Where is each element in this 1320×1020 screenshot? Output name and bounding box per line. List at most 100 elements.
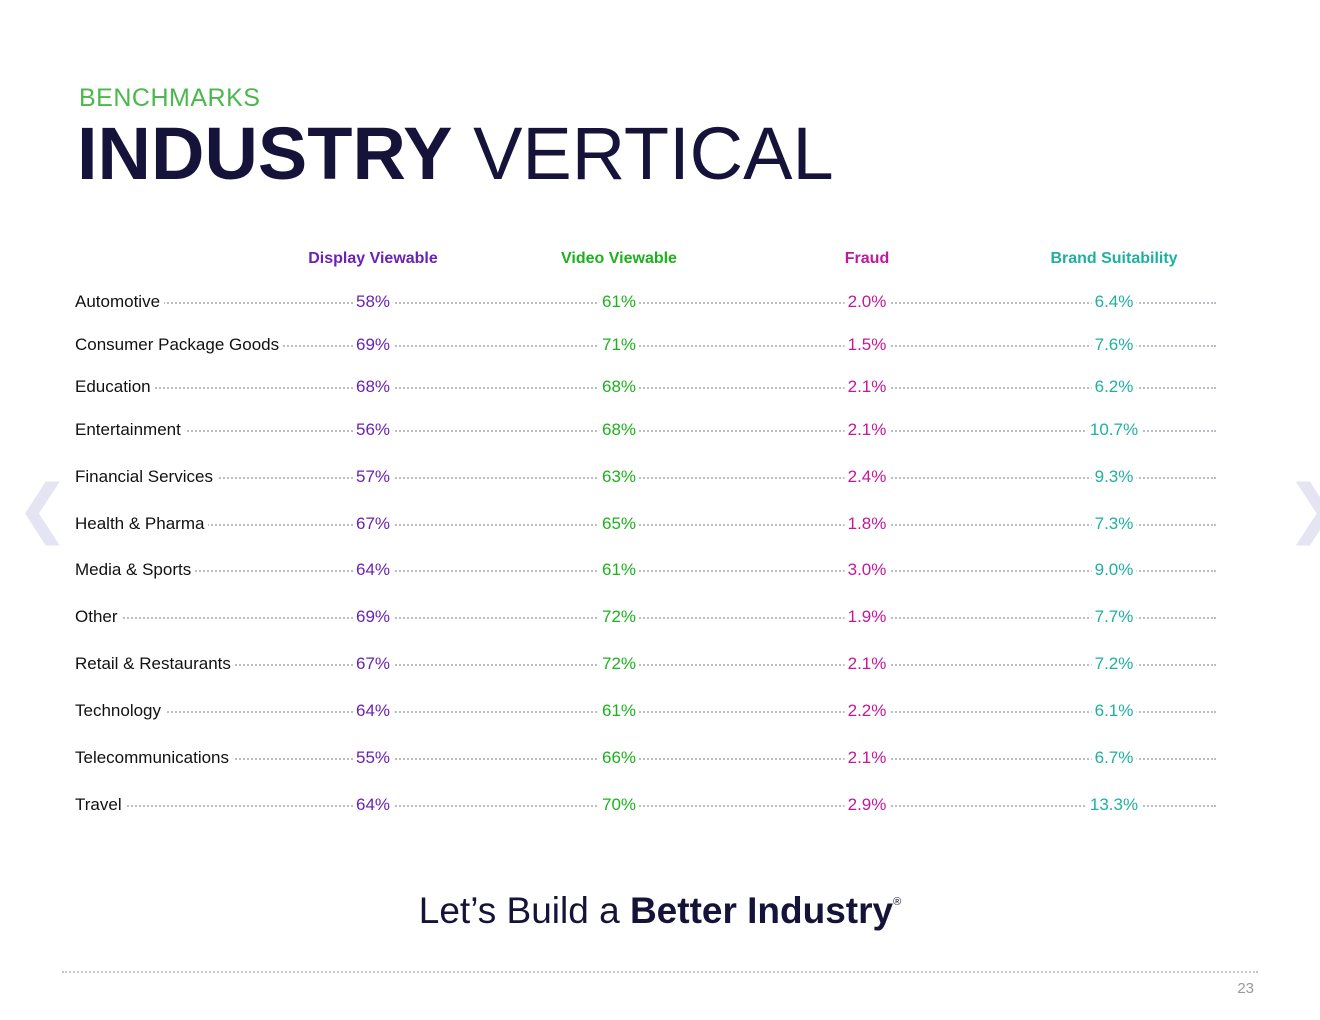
cell-value: 7.2% xyxy=(1091,652,1137,676)
row-label: Other xyxy=(75,605,122,629)
footer-divider xyxy=(62,971,1258,973)
page-number: 23 xyxy=(1237,980,1254,997)
row-label: Entertainment xyxy=(75,418,185,442)
cell-value: 9.0% xyxy=(1091,558,1137,582)
cell-value: 6.4% xyxy=(1091,290,1137,314)
cell-value: 63% xyxy=(598,465,640,489)
table-row: Financial Services 57% 63% 2.4% 9.3% xyxy=(0,465,1320,489)
cell-value: 55% xyxy=(352,746,394,770)
cell-value: 1.5% xyxy=(844,333,890,357)
next-page-icon[interactable]: ❯ xyxy=(1286,476,1320,540)
row-label: Financial Services xyxy=(75,465,217,489)
title-light: VERTICAL xyxy=(473,112,834,195)
cell-value: 2.1% xyxy=(844,375,890,399)
row-leader-dots xyxy=(120,302,1216,304)
page-title: INDUSTRY VERTICAL xyxy=(77,112,834,196)
cell-value: 68% xyxy=(598,375,640,399)
table-row: Media & Sports 64% 61% 3.0% 9.0% xyxy=(0,558,1320,582)
cell-value: 72% xyxy=(598,652,640,676)
row-leader-dots xyxy=(120,570,1216,572)
cell-value: 65% xyxy=(598,512,640,536)
cell-value: 68% xyxy=(352,375,394,399)
cell-value: 71% xyxy=(598,333,640,357)
table-row: Telecommunications 55% 66% 2.1% 6.7% xyxy=(0,746,1320,770)
table-row: Retail & Restaurants 67% 72% 2.1% 7.2% xyxy=(0,652,1320,676)
cell-value: 64% xyxy=(352,699,394,723)
registered-mark: ® xyxy=(893,896,902,908)
row-label: Travel xyxy=(75,793,126,817)
cell-value: 72% xyxy=(598,605,640,629)
row-label: Telecommunications xyxy=(75,746,234,770)
row-leader-dots xyxy=(120,711,1216,713)
row-label: Technology xyxy=(75,699,166,723)
cell-value: 9.3% xyxy=(1091,465,1137,489)
table-row: Technology 64% 61% 2.2% 6.1% xyxy=(0,699,1320,723)
tagline-lead: Let’s Build a xyxy=(418,890,630,931)
table-row: Other 69% 72% 1.9% 7.7% xyxy=(0,605,1320,629)
table-row: Entertainment 56% 68% 2.1% 10.7% xyxy=(0,418,1320,442)
cell-value: 2.4% xyxy=(844,465,890,489)
cell-value: 61% xyxy=(598,558,640,582)
title-bold: INDUSTRY xyxy=(77,112,453,195)
row-label: Automotive xyxy=(75,290,165,314)
cell-value: 68% xyxy=(598,418,640,442)
cell-value: 6.2% xyxy=(1091,375,1137,399)
column-header: Fraud xyxy=(844,250,890,267)
cell-value: 69% xyxy=(352,605,394,629)
cell-value: 69% xyxy=(352,333,394,357)
column-header: Brand Suitability xyxy=(1050,250,1178,267)
table-row: Consumer Package Goods 69% 71% 1.5% 7.6% xyxy=(0,333,1320,357)
cell-value: 64% xyxy=(352,793,394,817)
cell-value: 2.0% xyxy=(844,290,890,314)
column-header: Display Viewable xyxy=(308,250,438,267)
row-leader-dots xyxy=(120,345,1216,347)
cell-value: 57% xyxy=(352,465,394,489)
cell-value: 58% xyxy=(352,290,394,314)
table-row: Health & Pharma 67% 65% 1.8% 7.3% xyxy=(0,512,1320,536)
cell-value: 13.3% xyxy=(1086,793,1142,817)
cell-value: 6.1% xyxy=(1091,699,1137,723)
cell-value: 6.7% xyxy=(1091,746,1137,770)
cell-value: 66% xyxy=(598,746,640,770)
row-leader-dots xyxy=(120,524,1216,526)
row-label: Retail & Restaurants xyxy=(75,652,235,676)
cell-value: 2.1% xyxy=(844,746,890,770)
cell-value: 61% xyxy=(598,290,640,314)
tagline: Let’s Build a Better Industry® xyxy=(0,890,1320,932)
cell-value: 2.1% xyxy=(844,652,890,676)
row-leader-dots xyxy=(120,477,1216,479)
cell-value: 56% xyxy=(352,418,394,442)
cell-value: 2.9% xyxy=(844,793,890,817)
row-leader-dots xyxy=(120,387,1216,389)
cell-value: 1.9% xyxy=(844,605,890,629)
cell-value: 7.3% xyxy=(1091,512,1137,536)
cell-value: 1.8% xyxy=(844,512,890,536)
cell-value: 64% xyxy=(352,558,394,582)
row-label: Consumer Package Goods xyxy=(75,333,284,357)
row-leader-dots xyxy=(120,805,1216,807)
row-leader-dots xyxy=(120,617,1216,619)
cell-value: 67% xyxy=(352,512,394,536)
row-label: Health & Pharma xyxy=(75,512,209,536)
table-row: Travel 64% 70% 2.9% 13.3% xyxy=(0,793,1320,817)
column-header: Video Viewable xyxy=(561,250,677,267)
row-leader-dots xyxy=(120,430,1216,432)
section-eyebrow: BENCHMARKS xyxy=(79,84,261,112)
cell-value: 10.7% xyxy=(1086,418,1142,442)
cell-value: 3.0% xyxy=(844,558,890,582)
cell-value: 7.7% xyxy=(1091,605,1137,629)
table-row: Automotive 58% 61% 2.0% 6.4% xyxy=(0,290,1320,314)
cell-value: 67% xyxy=(352,652,394,676)
cell-value: 7.6% xyxy=(1091,333,1137,357)
cell-value: 70% xyxy=(598,793,640,817)
row-label: Media & Sports xyxy=(75,558,196,582)
cell-value: 2.2% xyxy=(844,699,890,723)
tagline-strong: Better Industry xyxy=(629,890,894,931)
prev-page-icon[interactable]: ❮ xyxy=(16,472,70,544)
cell-value: 61% xyxy=(598,699,640,723)
row-leader-dots xyxy=(120,758,1216,760)
row-label: Education xyxy=(75,375,155,399)
row-leader-dots xyxy=(120,664,1216,666)
table-row: Education 68% 68% 2.1% 6.2% xyxy=(0,375,1320,399)
cell-value: 2.1% xyxy=(844,418,890,442)
